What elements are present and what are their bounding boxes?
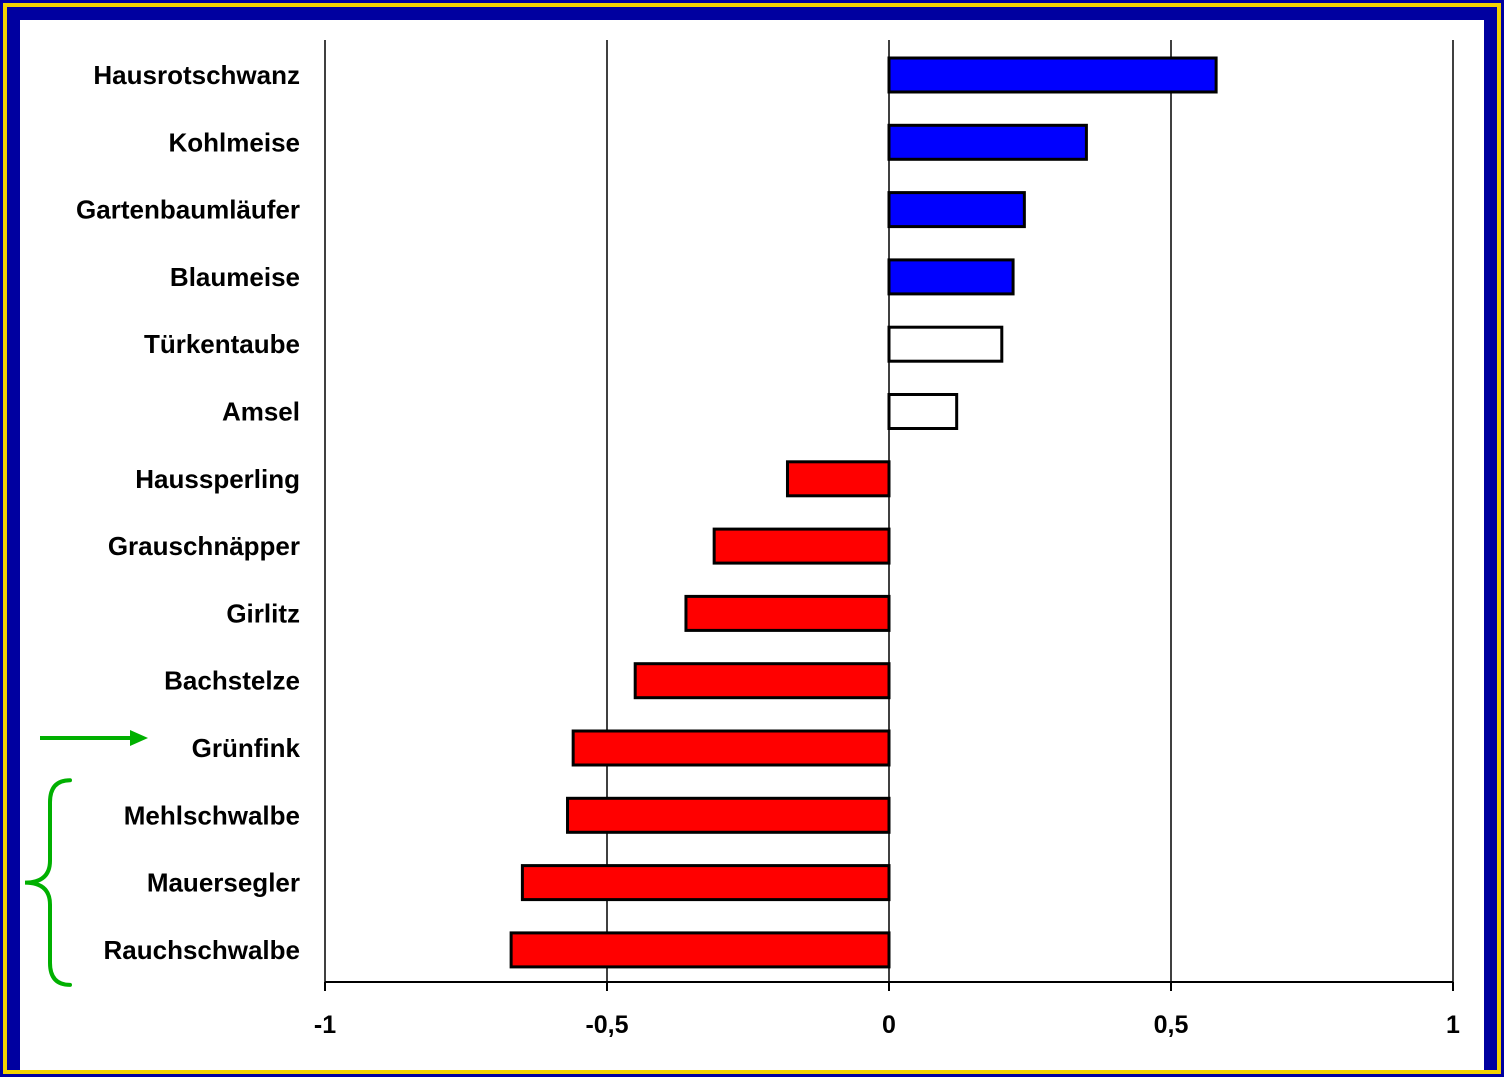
category-label: Grünfink (192, 733, 301, 763)
x-tick-label: 0 (882, 1011, 896, 1039)
plot-area: -1 -0,5 0 0,5 1 Hausrotschwanz Kohlmeise Garten… (20, 20, 1484, 1070)
bar (633, 662, 891, 700)
category-label: Amsel (222, 397, 300, 427)
category-label: Mauersegler (147, 868, 300, 898)
gold-border (3, 3, 1501, 1074)
annotation-brace (24, 778, 72, 987)
bar (566, 796, 891, 834)
bar (887, 123, 1088, 161)
x-tick-label: 0,5 (1154, 1011, 1189, 1039)
bar (571, 729, 891, 767)
category-label: Rauchschwalbe (103, 935, 300, 965)
bar (887, 325, 1004, 363)
category-label: Haussperling (135, 464, 300, 494)
category-label: Kohlmeise (169, 127, 301, 157)
bar (712, 527, 891, 565)
category-label: Bachstelze (164, 666, 300, 696)
bar (785, 460, 891, 498)
x-tick-label: -1 (314, 1011, 336, 1039)
category-label: Blaumeise (170, 262, 300, 292)
category-label: Türkentaube (144, 329, 300, 359)
bar (520, 864, 891, 902)
bar (887, 258, 1015, 296)
bar-chart: -1 -0,5 0 0,5 1 Hausrotschwanz Kohlmeise Garten… (24, 40, 1460, 1039)
bar (684, 594, 891, 632)
annotation-arrow-head (130, 730, 148, 746)
bar (509, 931, 891, 969)
bar (887, 393, 959, 430)
category-label: Grauschnäpper (108, 531, 300, 561)
category-label: Girlitz (226, 598, 300, 628)
bar (887, 56, 1218, 94)
x-tick-label: 1 (1446, 1011, 1460, 1039)
category-label: Hausrotschwanz (93, 60, 300, 90)
bar (887, 191, 1026, 229)
x-tick-label: -0,5 (585, 1011, 628, 1039)
category-label: Mehlschwalbe (124, 800, 300, 830)
category-label: Gartenbaumläufer (76, 195, 300, 225)
